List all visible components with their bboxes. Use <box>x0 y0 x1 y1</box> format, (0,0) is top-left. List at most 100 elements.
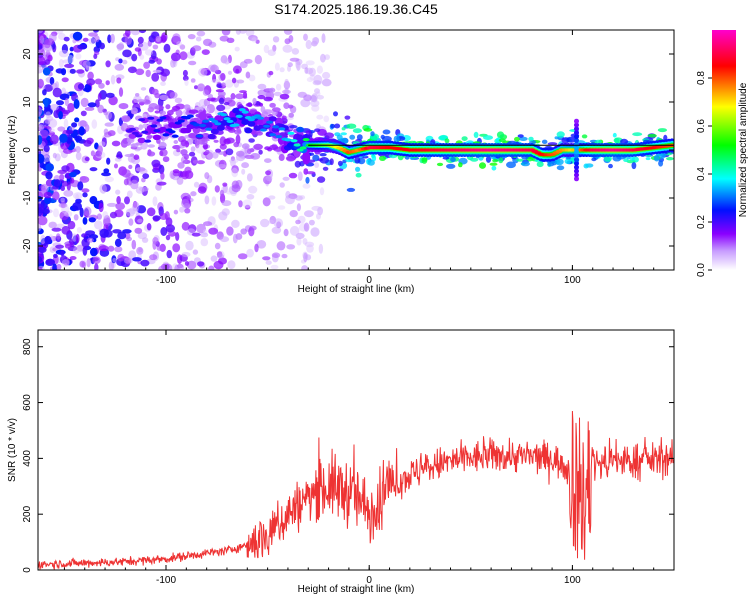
spectrogram-halo-cell <box>242 95 248 99</box>
spectrogram-noise-cell <box>173 209 179 215</box>
spectrogram-halo-cell <box>230 93 236 100</box>
spectrogram-noise-cell <box>60 68 67 76</box>
spectrogram-noise-cell <box>190 78 196 83</box>
spectrogram-noise-cell <box>200 232 209 238</box>
spectrogram-noise-cell <box>262 197 271 207</box>
spectrogram-halo-cell <box>172 118 177 123</box>
spectrogram-noise-cell <box>87 102 97 108</box>
spectrogram-halo-cell <box>461 136 468 142</box>
spectrogram-noise-cell <box>98 82 105 89</box>
colorbar-tick-label: 0.6 <box>696 119 707 133</box>
spectrogram-noise-cell <box>48 221 57 229</box>
spectrogram-noise-cell <box>38 246 47 253</box>
spectrogram-noise-cell <box>232 65 242 74</box>
spectrogram-noise-cell <box>263 44 270 54</box>
spectrogram-halo-cell <box>371 155 377 162</box>
spectrogram-noise-cell <box>131 239 137 250</box>
spectrogram-spike-cell <box>574 157 579 163</box>
spectrogram-halo-cell <box>264 158 272 164</box>
spectrogram-ridge-cell <box>219 120 228 126</box>
spectrogram-halo-cell <box>516 158 524 162</box>
spectrogram-halo-cell <box>305 130 312 135</box>
spectrogram-noise-cell <box>77 44 88 50</box>
spectrogram-noise-cell <box>291 48 300 55</box>
spectrogram-noise-cell <box>96 213 102 220</box>
spectrogram-noise-cell <box>218 257 227 265</box>
spectrogram-noise-cell <box>274 62 280 71</box>
spectrogram-noise-cell <box>130 179 139 190</box>
spectrogram-noise-cell <box>84 106 95 111</box>
spectrogram-noise-cell <box>322 71 331 80</box>
spectrogram-noise-cell <box>67 220 76 230</box>
spectrogram-noise-cell <box>316 114 324 120</box>
spectrogram-halo-cell <box>352 128 362 134</box>
spectrogram-ridge-cell <box>135 134 143 138</box>
spectrogram-noise-cell <box>38 106 43 116</box>
spectrogram-halo-cell <box>269 102 276 108</box>
spectrogram-noise-cell <box>49 134 59 145</box>
spectrogram-halo-cell <box>595 139 602 144</box>
spectrogram-noise-cell <box>160 172 165 180</box>
spectrogram-halo-cell <box>234 129 242 135</box>
spectrogram-ridge-cell <box>207 133 216 140</box>
spectrogram-noise-cell <box>152 215 161 222</box>
spectrogram-noise-cell <box>206 104 215 114</box>
spectrogram-noise-cell <box>57 126 66 132</box>
spectrogram-halo-cell <box>305 176 310 184</box>
spectrogram-noise-cell <box>268 219 275 224</box>
spectrogram-noise-cell <box>81 233 88 238</box>
spectrogram-spike-cell <box>574 118 579 124</box>
spectrogram-noise-cell <box>42 67 51 76</box>
spectrogram-noise-cell <box>304 210 314 218</box>
spectrogram-noise-cell <box>286 244 296 250</box>
spectrogram-noise-cell <box>222 182 228 187</box>
spectrogram-halo-cell <box>506 161 516 169</box>
spectrogram-noise-cell <box>240 228 247 235</box>
spectrogram-noise-cell <box>82 192 88 198</box>
spectrogram-noise-cell <box>53 179 61 188</box>
spectrogram-noise-cell <box>38 124 45 131</box>
spectrogram-noise-cell <box>59 133 68 143</box>
spectrogram-noise-cell <box>44 235 52 245</box>
spectrogram-noise-cell <box>54 81 60 90</box>
spectrogram-halo-cell <box>583 163 589 169</box>
spectrogram-noise-cell <box>139 30 146 34</box>
spectrogram-ridge-cell <box>268 116 277 122</box>
spectrogram-noise-cell <box>248 35 258 41</box>
spectrogram-noise-cell <box>191 45 202 52</box>
spectrogram-halo-cell <box>566 136 577 143</box>
spectrogram-noise-cell <box>90 247 98 257</box>
spectrogram-noise-cell <box>63 118 69 129</box>
spectrogram-halo-cell <box>171 108 178 112</box>
spectrogram-ridge-cell <box>296 126 305 133</box>
spectrogram-noise-cell <box>225 190 235 195</box>
spectrogram-noise-cell <box>155 35 161 43</box>
spectrogram-halo-cell <box>382 129 391 135</box>
spectrogram-noise-cell <box>300 98 311 108</box>
spectrogram-halo-cell <box>547 142 558 146</box>
spectrogram-halo-cell <box>218 97 225 105</box>
spectrogram-noise-cell <box>142 173 150 180</box>
spectrogram-halo-cell <box>204 149 210 155</box>
spectrogram-halo-cell <box>632 132 643 137</box>
x-tick-label: -100 <box>156 275 176 286</box>
spectrogram-ridge-cell <box>168 130 176 134</box>
spectrogram-noise-cell <box>230 156 235 162</box>
spectrogram-halo-cell <box>288 112 295 118</box>
spectrogram-noise-cell <box>65 129 74 135</box>
spectrogram-noise-cell <box>221 30 231 36</box>
spectrogram-noise-cell <box>59 210 69 221</box>
spectrogram-halo-cell <box>286 156 296 161</box>
spectrogram-noise-cell <box>284 78 289 85</box>
spectrogram-halo-cell <box>470 157 479 162</box>
spectrogram-halo-cell <box>180 139 188 147</box>
spectrogram-noise-cell <box>49 77 55 85</box>
spectrogram-noise-cell <box>184 79 189 86</box>
snr-y-ticks: 0 200 400 600 800 <box>22 338 674 573</box>
spectrogram-halo-cell <box>653 154 660 162</box>
spectrogram-noise-cell <box>112 257 117 263</box>
spectrogram-halo-cell <box>269 87 276 93</box>
y-tick-label: 400 <box>22 450 33 467</box>
spectrogram-halo-cell <box>187 138 194 143</box>
spectrogram-ridge-cell <box>296 134 305 144</box>
